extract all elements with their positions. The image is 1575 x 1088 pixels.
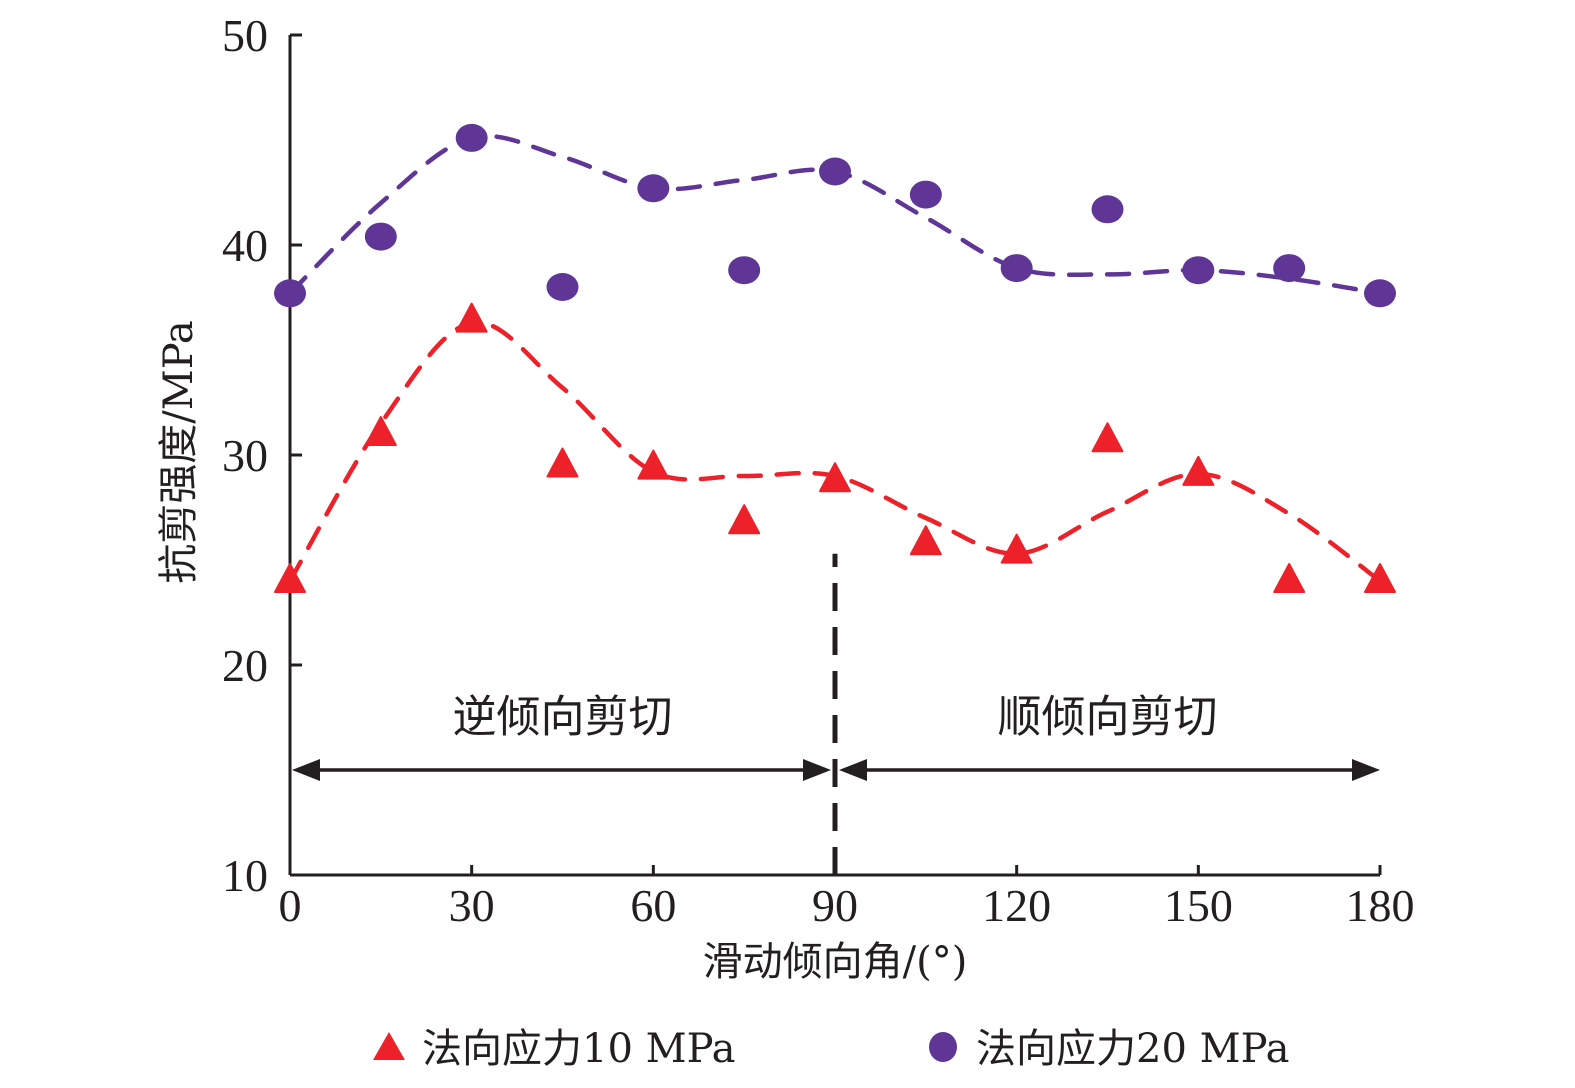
data-point-20mpa [546,273,579,301]
data-point-20mpa [909,180,942,209]
data-point-20mpa [1091,195,1124,224]
data-point-10mpa [546,447,579,478]
y-tick-label: 10 [222,850,268,901]
data-point-10mpa [274,563,306,593]
x-axis-title: 滑动倾向角/(°) [703,939,968,985]
y-tick-label: 50 [222,10,268,61]
data-point-10mpa [728,504,761,535]
data-point-20mpa [1273,254,1306,283]
y-tick-label: 30 [222,430,268,481]
data-point-10mpa [909,525,942,556]
arrowhead-left-icon [292,759,320,781]
data-point-20mpa [637,174,670,203]
data-point-10mpa [819,462,851,493]
legend-label-10mpa: 法向应力10 MPa [422,1026,736,1072]
region-label-forward: 顺倾向剪切 [998,692,1218,743]
legend-item-10mpa: 法向应力10 MPa [373,1026,736,1072]
legend-circle-icon [929,1032,957,1062]
data-point-20mpa [1182,256,1215,285]
data-point-10mpa [1182,455,1215,486]
arrowhead-left-icon [839,759,867,781]
annotations: 逆倾向剪切 顺倾向剪切 [292,553,1380,875]
x-tick-label: 120 [982,880,1051,931]
data-point-10mpa [1091,422,1124,453]
arrowhead-right-icon [1352,759,1380,781]
trend-lines [287,133,1383,584]
data-point-10mpa [637,449,670,480]
arrowhead-right-icon [803,759,831,781]
y-tick-label: 20 [222,640,268,691]
x-tick-label: 60 [630,880,676,931]
markers [274,123,1396,593]
ticks: 10 20 30 40 50 0 30 60 90 120 150 180 [222,10,1415,931]
region-label-reverse: 逆倾向剪切 [453,692,673,743]
data-point-10mpa [364,416,397,446]
data-point-10mpa [455,302,488,333]
legend-triangle-icon [373,1032,405,1060]
y-axis-title: 抗剪强度/MPa [156,320,202,583]
data-point-20mpa [1364,279,1396,308]
legend-label-20mpa: 法向应力20 MPa [976,1026,1290,1072]
x-tick-label: 0 [279,880,302,931]
x-tick-label: 150 [1164,880,1233,931]
data-point-20mpa [364,222,397,251]
trend-line-10mpa [287,320,1383,584]
x-tick-label: 180 [1346,880,1415,931]
data-point-20mpa [819,157,851,186]
data-point-10mpa [1000,533,1033,564]
data-point-10mpa [1273,563,1306,593]
data-point-10mpa [1364,563,1396,593]
data-point-20mpa [455,123,488,152]
data-point-20mpa [274,279,306,308]
legend-item-20mpa: 法向应力20 MPa [929,1026,1290,1072]
y-tick-label: 40 [222,220,268,271]
x-tick-label: 90 [812,880,858,931]
data-point-20mpa [1000,254,1033,283]
legend: 法向应力10 MPa 法向应力20 MPa [373,1026,1290,1072]
x-tick-label: 30 [449,880,495,931]
data-point-20mpa [728,256,761,285]
